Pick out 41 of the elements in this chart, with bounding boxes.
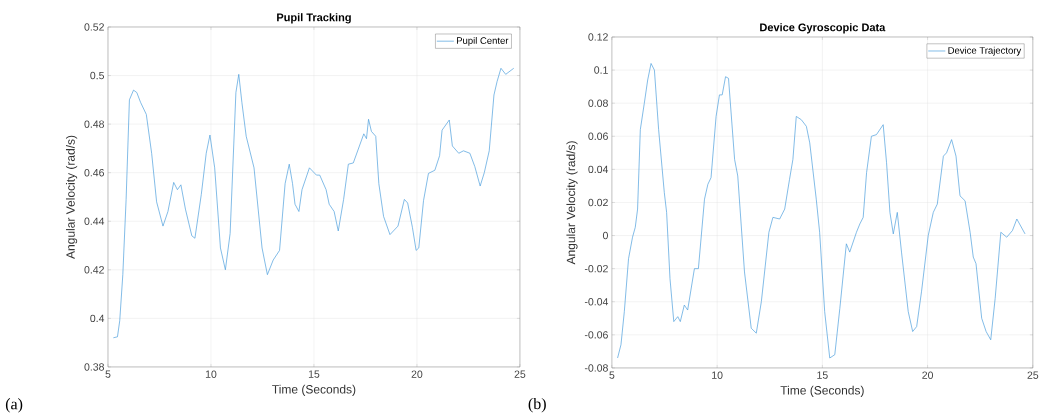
x-tick-label: 20 (922, 371, 934, 379)
y-tick-label: 0 (602, 231, 608, 240)
y-tick-label: 0.12 (588, 33, 608, 41)
text: (a) (5, 398, 23, 413)
legend-label: Device Trajectory (948, 46, 1022, 56)
chart-title: Device Gyroscopic Data (760, 23, 886, 34)
y-tick-label: -0.02 (584, 264, 608, 273)
x-tick-label: 15 (817, 371, 828, 379)
x-tick-label: 10 (205, 370, 217, 378)
legend-label: Pupil Center (456, 37, 509, 46)
x-tick-label: 15 (308, 370, 320, 378)
line-series (617, 63, 1026, 359)
y-tick-label: 0.5 (90, 71, 105, 80)
y-axis-title: Angular Velocity (rad/s) (65, 135, 78, 259)
y-tick-label: 0.48 (84, 120, 104, 128)
y-tick-label: -0.08 (584, 364, 608, 372)
chart-title: Pupil Tracking (277, 13, 351, 24)
x-tick-label: 25 (514, 370, 526, 378)
y-tick-label: 0.02 (588, 198, 608, 207)
y-tick-label: 0.46 (84, 169, 104, 177)
x-tick-label: 25 (1027, 371, 1039, 379)
y-tick-label: 0.38 (84, 363, 104, 371)
y-tick-label: 0.52 (84, 23, 104, 31)
x-tick-label: 5 (609, 371, 615, 379)
y-tick-label: 0.44 (84, 217, 105, 225)
y-axis-title: Angular Velocity (rad/s) (566, 141, 578, 265)
x-tick-label: 20 (411, 370, 423, 378)
y-tick-label: 0.04 (588, 165, 609, 174)
x-axis-title: Time (Seconds) (780, 385, 864, 397)
x-tick-label: 10 (712, 371, 723, 379)
text: (b) (528, 397, 546, 413)
y-tick-label: -0.06 (584, 331, 608, 339)
y-tick-label: 0.08 (588, 99, 608, 107)
y-tick-label: -0.04 (584, 298, 609, 306)
x-tick-label: 5 (105, 370, 111, 378)
y-tick-label: 0.42 (84, 266, 104, 274)
y-tick-label: 0.06 (588, 132, 608, 141)
line-series (112, 67, 515, 339)
y-tick-label: 0.4 (90, 314, 105, 323)
x-axis-title: Time (Seconds) (272, 384, 356, 396)
y-tick-label: 0.1 (594, 66, 608, 74)
